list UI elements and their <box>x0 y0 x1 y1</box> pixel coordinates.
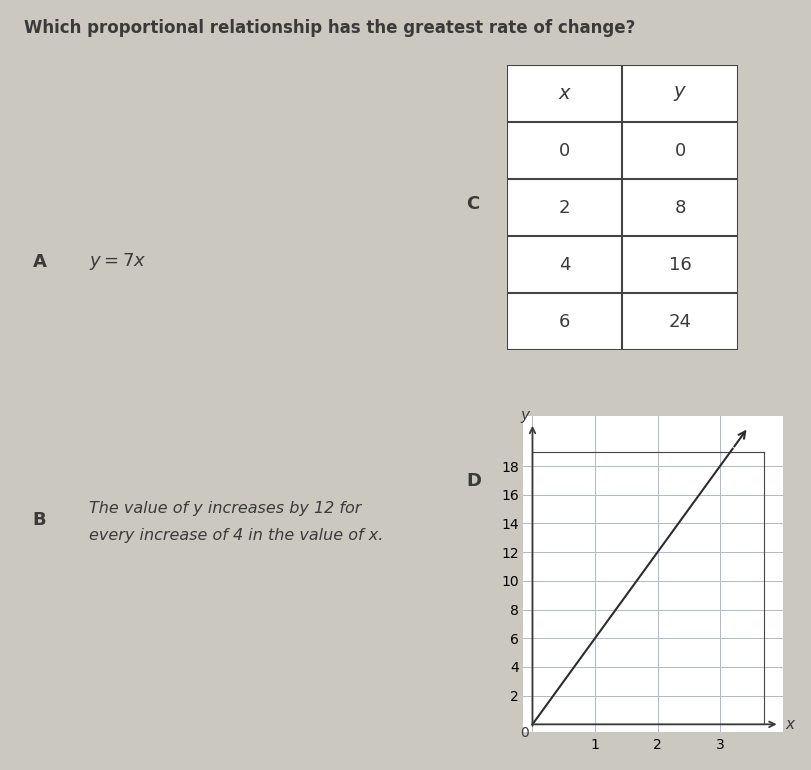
Text: C: C <box>466 195 479 213</box>
Text: B: B <box>32 511 46 529</box>
Text: The value of y increases by 12 for: The value of y increases by 12 for <box>89 500 362 516</box>
Text: 6: 6 <box>559 313 570 331</box>
Text: $y$: $y$ <box>673 85 688 103</box>
Text: 24: 24 <box>669 313 692 331</box>
Text: 0: 0 <box>521 726 530 740</box>
Text: $y = 7x$: $y = 7x$ <box>89 251 147 273</box>
Text: 0: 0 <box>559 142 570 160</box>
Text: 0: 0 <box>675 142 686 160</box>
Text: 4: 4 <box>559 256 570 274</box>
Text: A: A <box>32 253 46 271</box>
Text: every increase of 4 in the value of x.: every increase of 4 in the value of x. <box>89 527 384 543</box>
Text: 8: 8 <box>675 199 686 217</box>
Text: x: x <box>786 717 795 731</box>
Text: 2: 2 <box>559 199 570 217</box>
Text: 16: 16 <box>669 256 692 274</box>
Text: $x$: $x$ <box>557 85 572 103</box>
Text: y: y <box>521 408 530 424</box>
Text: D: D <box>466 472 481 490</box>
Text: Which proportional relationship has the greatest rate of change?: Which proportional relationship has the … <box>24 19 636 37</box>
